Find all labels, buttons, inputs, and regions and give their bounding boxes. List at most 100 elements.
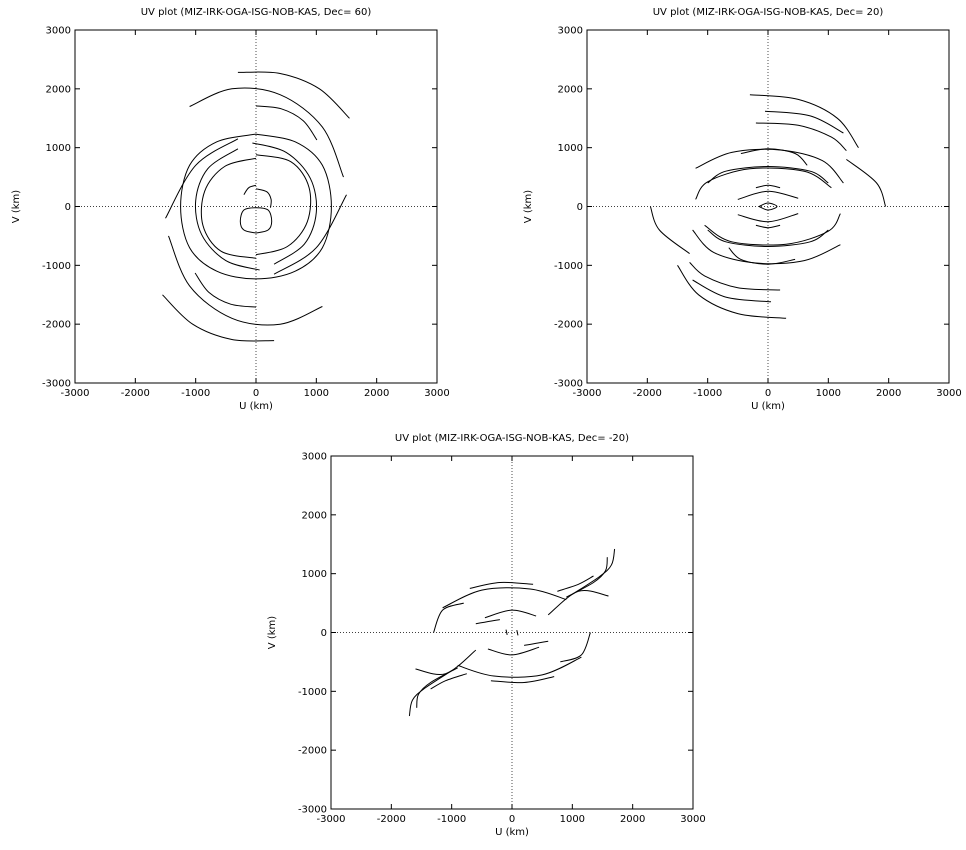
y-tick-label: -3000 [42,379,71,390]
uv-track [689,262,781,291]
uv-track [566,557,608,598]
uv-track [442,587,567,609]
uv-track [430,673,467,690]
x-tick-label: 2000 [620,814,645,825]
uv-track [677,265,787,319]
x-tick-label: 1000 [816,388,841,399]
y-tick-label: 0 [65,202,71,213]
y-tick-label: 2000 [46,84,71,95]
x-tick-label: -1000 [181,388,210,399]
uv-track [707,229,829,248]
chart-title: UV plot (MIZ-IRK-OGA-ISG-NOB-KAS, Dec= 2… [653,7,884,18]
y-tick-label: -3000 [554,379,583,390]
uv-track [846,159,887,207]
y-tick-label: 1000 [558,143,583,154]
uv-track [755,122,847,151]
uv-track [516,629,519,636]
x-tick-label: -1000 [437,814,466,825]
uv-plot-dec-20: -3000 -2000 -1000 0 1000 2000 3000 -3000 -2000 -1… [523,7,962,412]
uv-track [728,247,796,265]
uv-track [560,632,591,663]
uv-track [740,148,808,166]
y-tick-label: -2000 [42,320,71,331]
uv-track [505,629,508,636]
plot-frame [330,455,694,810]
uv-plot-dec-60: -3000 -2000 -1000 0 1000 2000 3000 -3000 -2000 -1… [11,7,450,412]
uv-track [255,154,312,256]
chart-title: UV plot (MIZ-IRK-OGA-ISG-NOB-KAS, Dec= -… [395,433,629,444]
x-tick-label: 0 [253,388,259,399]
uv-track [695,167,832,200]
uv-track [649,206,690,254]
uv-track [755,184,781,189]
y-axis-label: V (km) [11,190,22,223]
y-tick-label: -3000 [298,805,327,816]
uv-track [416,667,458,708]
y-tick-label: 0 [577,202,583,213]
y-axis-label: V (km) [523,190,534,223]
y-tick-label: 2000 [558,84,583,95]
x-tick-label: 0 [509,814,515,825]
y-tick-label: 3000 [46,26,71,37]
y-tick-label: -2000 [298,746,327,757]
y-tick-label: 2000 [302,510,327,521]
uv-track [457,656,582,678]
uv-track [524,640,549,646]
uv-track [475,619,500,625]
uv-track [557,575,594,592]
x-tick-label: -1000 [693,388,722,399]
uv-track [273,194,347,275]
uv-track [758,202,778,211]
uv-track [692,279,772,303]
uv-track [252,142,318,265]
uv-track [255,105,318,141]
uv-track [200,157,257,259]
uv-track [168,235,323,326]
uv-track [749,94,859,148]
x-tick-label: 1000 [304,388,329,399]
y-tick-label: 0 [321,628,327,639]
uv-track [189,87,344,178]
uv-track [180,133,332,280]
uv-track [408,670,452,717]
uv-track [239,207,273,234]
uv-track [755,224,781,229]
y-axis-label: V (km) [267,616,278,649]
uv-plot-dec-minus-20: -3000 -2000 -1000 0 1000 2000 3000 -3000 -2000 -1… [267,433,706,838]
x-tick-label: 2000 [364,388,389,399]
uv-track [487,646,540,656]
x-tick-label: -2000 [633,388,662,399]
uv-track [162,294,275,342]
uv-track [237,71,350,119]
y-tick-label: -1000 [554,261,583,272]
x-tick-label: 3000 [424,388,449,399]
uv-track [165,138,239,219]
uv-track [737,213,799,223]
y-tick-label: 1000 [302,569,327,580]
x-axis-label: U (km) [495,827,529,838]
uv-track [194,272,257,308]
y-tick-label: 1000 [46,143,71,154]
plot-frame [74,29,438,384]
uv-track [707,165,829,184]
x-tick-label: -2000 [121,388,150,399]
chart-title: UV plot (MIZ-IRK-OGA-ISG-NOB-KAS, Dec= 6… [141,7,372,18]
uv-track [737,190,799,200]
uv-track [255,188,272,208]
x-tick-label: 2000 [876,388,901,399]
uv-track [433,602,464,633]
x-tick-label: -3000 [316,814,345,825]
uv-track [764,110,844,134]
plot-frame [586,29,950,384]
x-axis-label: U (km) [239,401,273,412]
y-tick-label: 3000 [302,452,327,463]
uv-track [194,148,260,271]
uv-track [547,590,609,616]
x-tick-label: -2000 [377,814,406,825]
uv-track [243,184,257,195]
x-axis-label: U (km) [751,401,785,412]
x-tick-label: -3000 [572,388,601,399]
uv-track [469,581,534,589]
x-tick-label: -3000 [60,388,89,399]
